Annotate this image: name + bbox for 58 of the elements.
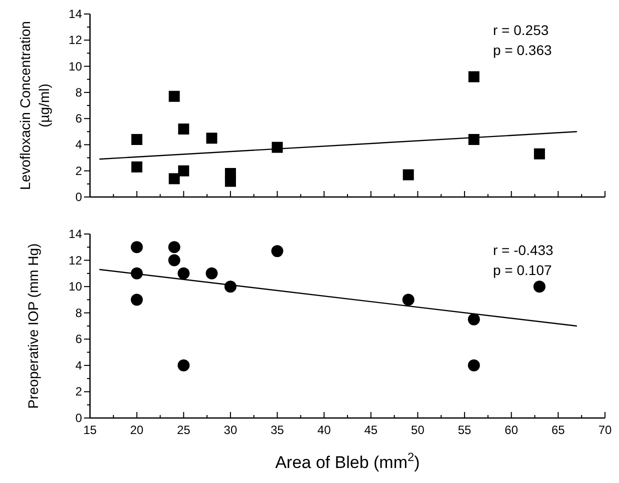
x-tick-label: 45 — [364, 423, 378, 437]
x-tick-label: 60 — [504, 423, 518, 437]
point — [168, 241, 180, 254]
x-tick-label: 40 — [317, 423, 332, 437]
y-tick-label: 12 — [68, 253, 82, 268]
x-tick-label: 70 — [598, 423, 612, 437]
point — [131, 161, 142, 172]
x-axis-title: Area of Bleb (mm$^{2}$) — [275, 450, 420, 472]
point — [402, 294, 414, 306]
point — [224, 176, 236, 187]
point — [130, 241, 143, 254]
x-tick-label: 35 — [270, 423, 284, 437]
y-axis-title: Levofloxacin Concentration (µg/ml) — [17, 21, 52, 190]
x-tick-label: 50 — [411, 423, 425, 437]
point — [468, 313, 480, 326]
point — [178, 359, 190, 372]
y-tick-label: 14 — [68, 227, 82, 241]
y-tick-label: 0 — [75, 411, 82, 425]
x-tick-label: 65 — [552, 423, 566, 437]
y-tick-label: 2 — [75, 384, 82, 399]
y-tick-label: 4 — [75, 138, 82, 152]
annotation: r = -0.433 — [493, 242, 554, 258]
point — [533, 280, 546, 293]
point — [534, 148, 545, 160]
annotation: p = 0.107 — [493, 262, 552, 278]
point — [168, 254, 180, 266]
y-tick-label: 4 — [75, 358, 82, 372]
point — [468, 71, 480, 82]
point — [468, 359, 480, 372]
y-tick-label: 0 — [75, 190, 82, 204]
point — [206, 267, 218, 280]
point — [168, 173, 180, 184]
point — [271, 245, 284, 258]
y-tick-label: 6 — [75, 332, 82, 346]
point — [178, 267, 190, 280]
point — [130, 294, 143, 306]
y-tick-label: 10 — [68, 280, 82, 294]
x-tick-label: 30 — [224, 423, 238, 437]
point — [131, 134, 142, 145]
y-tick-label: 8 — [75, 85, 82, 100]
y-tick-label: 6 — [75, 112, 82, 126]
x-tick-label: 25 — [176, 423, 191, 437]
y-tick-label: 2 — [75, 164, 82, 178]
annotation: r = 0.253 — [493, 22, 549, 38]
x-tick-label: 20 — [130, 423, 144, 437]
y-tick-label: 8 — [75, 306, 82, 320]
point — [168, 90, 180, 102]
y-tick-label: 10 — [68, 59, 82, 74]
y-axis-title: Preoperative IOP (mm Hg) — [25, 243, 41, 409]
point — [402, 169, 414, 180]
y-tick-label: 14 — [68, 7, 82, 21]
x-tick-label: 15 — [83, 423, 97, 437]
point — [206, 132, 218, 144]
point — [178, 165, 190, 176]
x-tick-label: 55 — [458, 423, 472, 437]
annotation: p = 0.363 — [493, 42, 552, 58]
y-tick-label: 12 — [68, 33, 82, 48]
point — [178, 124, 190, 135]
